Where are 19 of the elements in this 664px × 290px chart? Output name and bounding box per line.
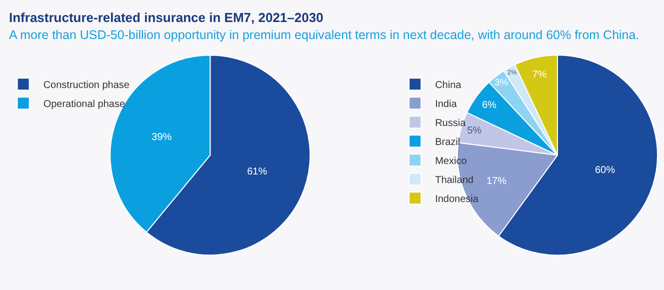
data-label: 39% xyxy=(152,132,172,144)
legend-label: Indonesia xyxy=(435,194,479,205)
data-label: 60% xyxy=(594,165,616,176)
legend-label: Construction phase xyxy=(43,80,130,91)
data-label: 3% xyxy=(494,76,509,88)
legend-label: Operational phase xyxy=(43,99,126,110)
data-label: 5% xyxy=(467,126,482,137)
data-label: 17% xyxy=(486,176,507,187)
legend-label: Russia xyxy=(435,118,466,129)
legend-label: Mexico xyxy=(435,156,468,167)
legend-label: Brazil xyxy=(435,137,460,148)
legend-label: China xyxy=(435,80,462,91)
data-label: 7% xyxy=(532,69,547,80)
legend-label: India xyxy=(435,99,458,110)
chart-subtitle: A more than USD-50-billion opportunity in premium equivalent terms in next decade, with around 60% from China. xyxy=(9,28,640,42)
legend-label: Thailand xyxy=(435,175,474,186)
chart-title: Infrastructure-related insurance in EM7, 2021–2030 xyxy=(9,10,324,25)
data-label: 6% xyxy=(482,100,497,112)
data-label: 61% xyxy=(247,166,268,178)
